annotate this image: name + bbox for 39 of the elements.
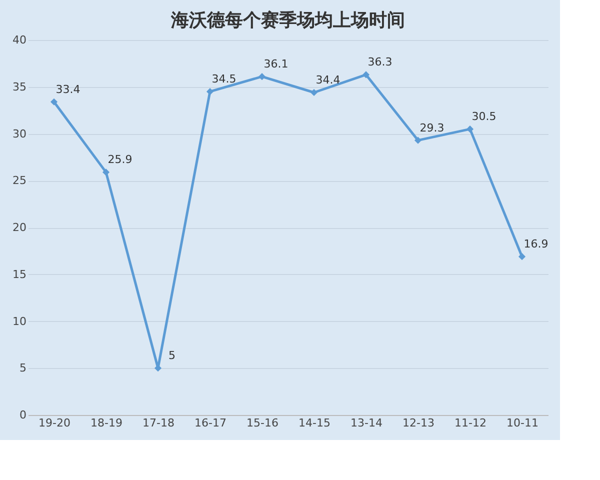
data-label: 33.4 [56,82,80,96]
x-tick-label: 13-14 [350,416,382,430]
point [206,88,214,96]
y-tick-label: 5 [20,362,26,375]
data-label: 36.3 [368,56,392,69]
data-label: 29.3 [420,121,444,134]
point [518,253,526,260]
data-label: 34.5 [212,72,236,86]
x-tick-label: 18-19 [90,416,122,430]
y-tick-label: 10 [12,314,26,328]
y-tick-label: 0 [20,408,26,422]
y-tick-label: 35 [12,80,26,94]
y-tick-label: 20 [12,221,26,234]
x-tick-label: 16-17 [194,416,226,430]
x-tick-label: 14-15 [298,416,330,430]
point [50,98,58,106]
chart-title: 海沃德每个赛季场均上场时间 [170,10,405,31]
x-tick-label: 17-18 [142,416,174,430]
point [414,136,422,144]
x-tick-label: 12-13 [402,416,434,430]
point [102,168,110,176]
point [258,73,266,80]
y-tick-label: 15 [12,268,26,281]
y-tick-label: 40 [12,34,26,46]
x-tick-label: 19-20 [38,416,70,430]
data-label: 5 [168,349,176,362]
x-tick-label: 11-12 [454,416,486,430]
data-label: 34.4 [316,74,340,86]
data-label: 36.1 [264,58,288,71]
x-tick-label: 15-16 [246,416,278,430]
data-label: 30.5 [472,110,496,124]
point [310,88,318,96]
y-tick-label: 25 [12,174,26,188]
point [466,126,474,133]
point [362,71,370,78]
data-label: 16.9 [524,238,548,251]
y-tick-label: 30 [12,127,26,140]
data-label: 25.9 [108,153,132,166]
x-tick-label: 10-11 [506,416,538,430]
